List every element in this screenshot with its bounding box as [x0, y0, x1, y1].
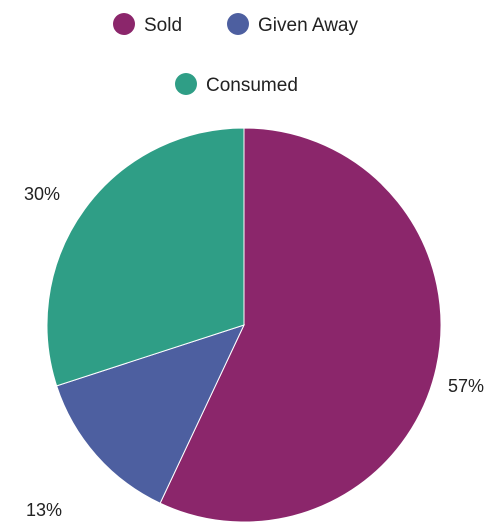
- pie-slice-sold: [159, 127, 442, 522]
- legend: Sold Given Away Consumed: [113, 13, 358, 96]
- legend-item-given-away: Given Away: [227, 13, 358, 36]
- pie-slices: [46, 127, 442, 522]
- pie-slice-consumed: [46, 127, 245, 387]
- legend-marker-consumed: [175, 73, 197, 95]
- pie-slice-given-away: [56, 324, 245, 504]
- slice-labels: 57% 13% 30%: [24, 184, 484, 520]
- slice-label-consumed: 30%: [24, 184, 60, 204]
- slice-label-given-away: 13%: [26, 500, 62, 520]
- legend-label-given-away: Given Away: [258, 15, 358, 36]
- legend-item-sold: Sold: [113, 13, 182, 36]
- slice-label-sold: 57%: [448, 376, 484, 396]
- legend-marker-sold: [113, 13, 135, 35]
- legend-item-consumed: Consumed: [175, 73, 298, 96]
- legend-marker-given-away: [227, 13, 249, 35]
- legend-label-consumed: Consumed: [206, 75, 298, 96]
- legend-label-sold: Sold: [144, 15, 182, 36]
